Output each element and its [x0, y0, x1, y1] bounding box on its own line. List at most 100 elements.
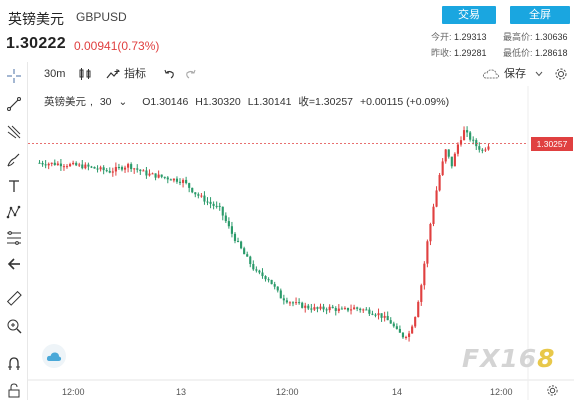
candle-body: [120, 167, 124, 170]
pitchfork-icon[interactable]: [4, 122, 24, 142]
candle-body: [142, 170, 145, 172]
legend-change: +0.00115 (+0.09%): [359, 96, 450, 108]
candle-body: [236, 240, 240, 242]
candle-body: [108, 170, 111, 173]
candle-body: [255, 269, 258, 271]
candle-body: [368, 309, 371, 314]
magnet-icon[interactable]: [4, 354, 24, 374]
legend-low: L1.30141: [247, 96, 292, 108]
candle-body: [175, 178, 179, 182]
legend-name: 英镑美元: [44, 96, 86, 108]
drawing-tools-sidebar: [0, 62, 28, 400]
candle-body: [68, 164, 72, 167]
zoom-in-icon[interactable]: [4, 316, 24, 336]
fullscreen-button[interactable]: 全屏: [510, 6, 570, 24]
candle-body: [72, 162, 75, 165]
indicators-icon[interactable]: [104, 64, 122, 84]
instrument-symbol: GBPUSD: [76, 10, 127, 24]
candlestick-chart[interactable]: [28, 86, 574, 400]
candle-body: [294, 302, 298, 304]
undo-icon[interactable]: [160, 64, 178, 84]
cloud-icon[interactable]: [42, 344, 66, 368]
candle-body: [123, 167, 127, 170]
candle-body: [386, 315, 389, 321]
redo-icon[interactable]: [182, 64, 200, 84]
candle-body: [459, 140, 463, 145]
candle-body: [246, 254, 249, 257]
cloud-save-icon[interactable]: [482, 64, 500, 84]
pattern-icon[interactable]: [4, 202, 24, 222]
open-label: 今开:: [431, 32, 452, 42]
legend-interval: 30: [99, 96, 112, 108]
arrow-left-icon[interactable]: [4, 254, 24, 274]
candle-body: [145, 170, 148, 176]
brush-icon[interactable]: [4, 150, 24, 170]
candle-body: [130, 164, 133, 170]
high-label: 最高价:: [503, 32, 533, 42]
chevron-down-icon[interactable]: [530, 64, 548, 84]
candle-body: [133, 168, 136, 170]
candle-body: [252, 263, 255, 270]
candle-body: [441, 161, 444, 176]
candle-body: [90, 166, 93, 168]
candle-body: [209, 201, 212, 204]
candle-body: [264, 276, 267, 280]
candle-body: [414, 317, 417, 327]
candle-body: [420, 285, 423, 302]
legend-sep: ,: [90, 96, 93, 108]
trade-button[interactable]: 交易: [442, 6, 496, 24]
gear-icon[interactable]: [552, 64, 570, 84]
candle-body: [478, 146, 481, 150]
lock-drawing-icon[interactable]: [4, 380, 24, 400]
candle-body: [466, 130, 469, 133]
candle-body: [233, 233, 237, 241]
candle-body: [307, 305, 310, 309]
candle-body: [169, 179, 172, 181]
trend-line-icon[interactable]: [4, 94, 24, 114]
price-chart[interactable]: 英镑美元, 30 ⌄ O1.30146 H1.30320 L1.30141 收=…: [28, 86, 574, 400]
candle-body: [291, 302, 295, 304]
candle-body: [395, 326, 398, 329]
prev-close-value: 1.29281: [454, 48, 487, 58]
candle-body: [285, 300, 288, 303]
candle-type-icon[interactable]: [76, 64, 94, 84]
candle-body: [127, 164, 130, 168]
candle-body: [450, 156, 453, 167]
candle-body: [313, 307, 316, 310]
candle-body: [102, 167, 105, 171]
candle-body: [423, 263, 426, 286]
crosshair-icon[interactable]: [4, 66, 24, 86]
text-tool-icon[interactable]: [4, 176, 24, 196]
candle-body: [325, 309, 328, 311]
candle-body: [392, 323, 395, 327]
candle-body: [310, 308, 313, 310]
candle-body: [38, 162, 41, 164]
save-button[interactable]: 保存: [504, 68, 526, 80]
candle-body: [371, 313, 374, 315]
candle-body: [462, 130, 466, 141]
axis-settings-gear-icon[interactable]: [546, 384, 559, 400]
candle-body: [417, 301, 420, 318]
fib-levels-icon[interactable]: [4, 228, 24, 248]
price-change: 0.00941(0.73%): [74, 39, 160, 53]
x-axis-label: 14: [392, 387, 403, 397]
x-axis-label: 12:00: [62, 387, 85, 397]
low-value: 1.28618: [535, 48, 568, 58]
watermark-part-b: 6: [518, 344, 538, 373]
candle-body: [273, 284, 276, 287]
candle-body: [328, 306, 331, 311]
candle-body: [407, 333, 411, 337]
candle-body: [96, 168, 99, 170]
legend-caret-icon[interactable]: ⌄: [118, 96, 128, 108]
open-stat: 今开: 1.29313: [431, 30, 487, 43]
candle-body: [191, 187, 194, 193]
candle-body: [319, 306, 322, 309]
interval-selector[interactable]: 30m: [44, 68, 66, 80]
ruler-icon[interactable]: [4, 288, 24, 308]
candle-body: [99, 167, 102, 170]
candle-body: [249, 256, 252, 264]
candle-body: [105, 170, 108, 172]
x-axis-label: 13: [176, 387, 187, 397]
indicators-button[interactable]: 指标: [124, 68, 146, 80]
candle-body: [212, 203, 215, 206]
